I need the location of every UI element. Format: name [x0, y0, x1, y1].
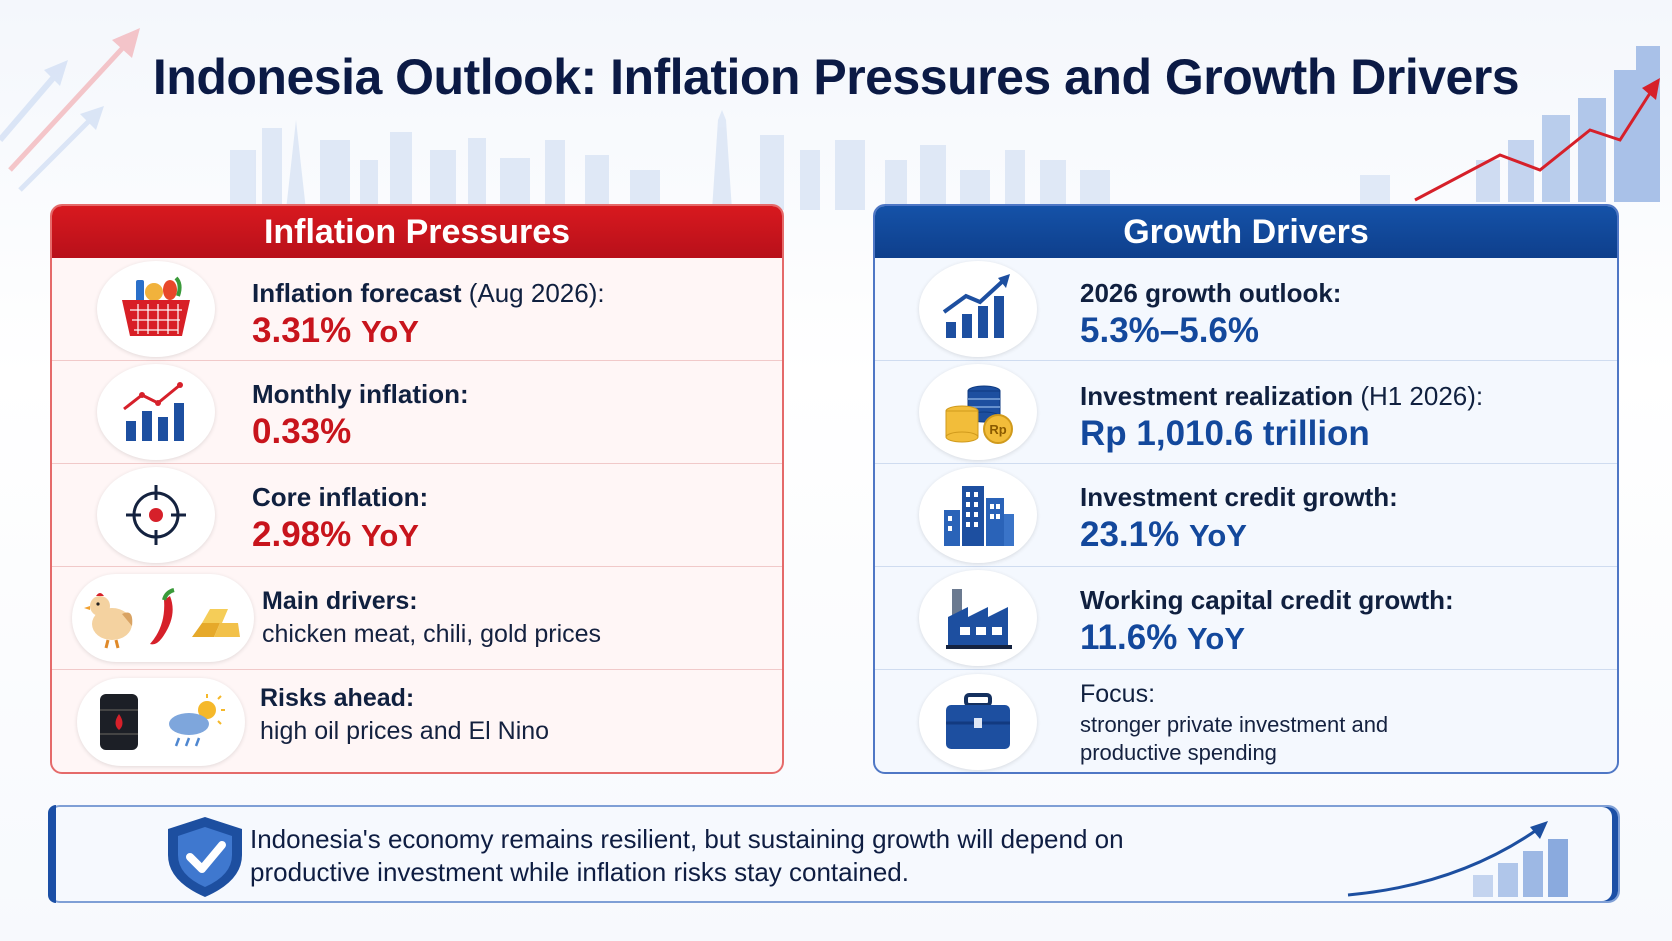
core-inflation-value: 2.98% YoY [252, 515, 419, 554]
city-skyline [230, 110, 1390, 210]
core-inflation-row: Core inflation: 2.98% YoY [52, 464, 782, 567]
risks-ahead-desc: high oil prices and El Nino [260, 717, 550, 745]
growth-outlook-row: 2026 growth outlook: 5.3%–5.6% [875, 258, 1617, 361]
investment-credit-row: Investment credit growth: 23.1% YoY [875, 464, 1617, 567]
buildings-icon [919, 467, 1037, 563]
investment-realization-row: Rp Investment realization (H1 2026): Rp … [875, 361, 1617, 464]
weather-icon [168, 693, 225, 746]
focus-label: Focus: [1080, 680, 1156, 708]
coins-icon: Rp [919, 364, 1037, 460]
core-inflation-label: Core inflation: [252, 482, 429, 512]
summary-line-1: Indonesia's economy remains resilient, b… [250, 824, 1124, 854]
inflation-forecast-row: Inflation forecast (Aug 2026): 3.31% YoY [52, 258, 782, 361]
gold-bars-icon [192, 609, 240, 637]
inflation-panel-header: Inflation Pressures [52, 206, 782, 258]
growth-outlook-value: 5.3%–5.6% [1080, 311, 1260, 350]
focus-row: Focus: stronger private investment and p… [875, 670, 1617, 772]
factory-icon [919, 570, 1037, 666]
inflation-forecast-value: 3.31% YoY [252, 311, 419, 350]
growth-drivers-panel: Growth Drivers 2026 growth outlook: 5.3%… [873, 204, 1619, 774]
summary-banner: Indonesia's economy remains resilient, b… [48, 805, 1620, 903]
risks-icons [77, 677, 245, 766]
shield-check-icon [168, 817, 242, 897]
coin-label: Rp [989, 422, 1006, 437]
investment-credit-value: 23.1% YoY [1080, 515, 1247, 554]
inflation-forecast-label: Inflation forecast (Aug 2026): [252, 278, 605, 308]
focus-desc-line-2: productive spending [1080, 740, 1277, 765]
investment-realization-label: Investment realization (H1 2026): [1080, 381, 1484, 411]
risks-ahead-row: Risks ahead: high oil prices and El Nino [52, 670, 782, 772]
risks-ahead-label: Risks ahead: [260, 684, 415, 712]
bar-chart-rising-icon [97, 364, 215, 460]
investment-credit-label: Investment credit growth: [1080, 482, 1398, 512]
rising-bars-icon [1347, 821, 1568, 897]
monthly-inflation-row: Monthly inflation: 0.33% [52, 361, 782, 464]
growth-outlook-label: 2026 growth outlook: [1080, 278, 1342, 308]
main-drivers-label: Main drivers: [262, 587, 418, 615]
growth-panel-header: Growth Drivers [875, 206, 1617, 258]
working-capital-credit-label: Working capital credit growth: [1080, 585, 1454, 615]
grocery-basket-icon [97, 261, 215, 357]
monthly-inflation-value: 0.33% [252, 412, 352, 451]
summary-text: Indonesia's economy remains resilient, b… [250, 823, 1250, 889]
monthly-inflation-label: Monthly inflation: [252, 379, 469, 409]
chicken-icon [84, 593, 133, 649]
focus-desc-line-1: stronger private investment and [1080, 712, 1389, 737]
main-drivers-icons [72, 574, 254, 662]
inflation-pressures-panel: Inflation Pressures Inflation forecast (… [50, 204, 784, 774]
target-icon [97, 467, 215, 563]
page-title: Indonesia Outlook: Inflation Pressures a… [152, 49, 1520, 105]
main-drivers-desc: chicken meat, chili, gold prices [262, 620, 602, 648]
working-capital-credit-row: Working capital credit growth: 11.6% YoY [875, 567, 1617, 670]
oil-barrel-icon [99, 693, 138, 750]
growth-chart-icon [919, 261, 1037, 357]
summary-line-2: productive investment while inflation ri… [250, 857, 909, 887]
main-drivers-row: Main drivers: chicken meat, chili, gold … [52, 567, 782, 670]
briefcase-icon [919, 673, 1037, 770]
investment-realization-value: Rp 1,010.6 trillion [1080, 414, 1370, 453]
working-capital-credit-value: 11.6% YoY [1080, 618, 1246, 657]
chili-icon [150, 588, 175, 645]
